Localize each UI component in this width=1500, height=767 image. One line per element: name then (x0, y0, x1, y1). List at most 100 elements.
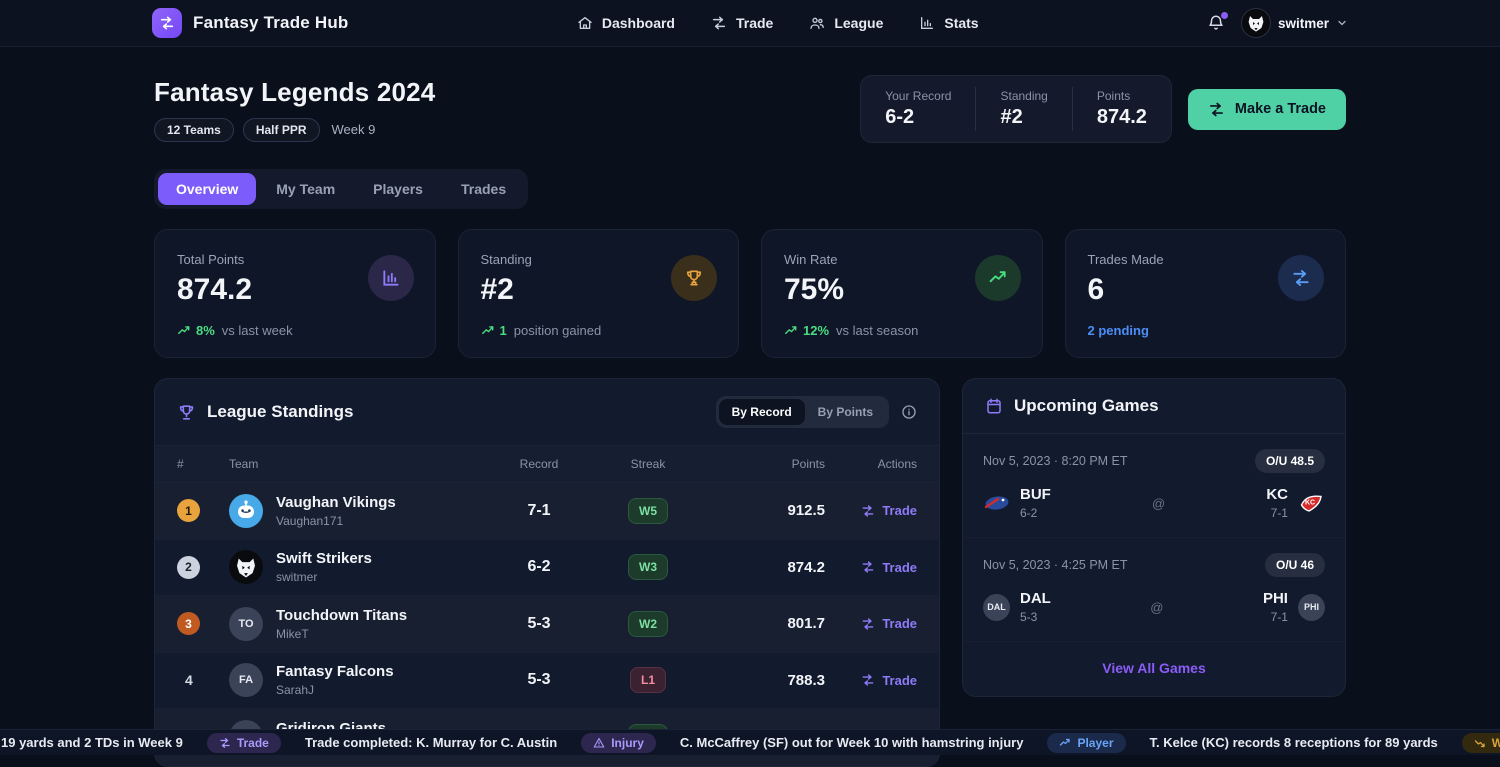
total-points-card: Total Points 874.2 8% vs last week (154, 229, 436, 358)
delta-up: 1 (481, 323, 507, 338)
swap-arrows-icon (152, 8, 182, 38)
trending-up-icon (785, 325, 797, 334)
toggle-by-record[interactable]: By Record (718, 399, 805, 425)
trending-up-icon (974, 255, 1021, 301)
trending-down-icon (1474, 739, 1485, 747)
cowboys-logo-icon: DAL (983, 593, 1010, 621)
page-title: Fantasy Legends 2024 (154, 76, 436, 107)
team-owner: Vaughan171 (276, 513, 344, 528)
tab-players[interactable]: Players (373, 181, 423, 197)
rank-badge: 2 (177, 555, 200, 579)
tab-my-team[interactable]: My Team (276, 181, 336, 197)
rank-badge: 3 (177, 612, 200, 636)
tab-trades[interactable]: Trades (460, 181, 507, 197)
initials-avatar: FA (229, 663, 263, 698)
wolf-mascot-icon (1242, 10, 1269, 36)
table-row[interactable]: 2 Swift Strikers switmer 6-2 W3 874.2 (155, 540, 939, 596)
team-name: Fantasy Falcons (276, 663, 394, 681)
wolf-mascot-avatar (229, 550, 263, 585)
username: switmer (1277, 15, 1329, 31)
league-header: Fantasy Legends 2024 12 Teams Half PPR W… (154, 77, 435, 142)
league-badges: 12 Teams Half PPR Week 9 (154, 117, 435, 142)
team-owner: switmer (276, 570, 318, 585)
streak-badge: W3 (628, 554, 668, 581)
svg-text:KC: KC (1305, 499, 1315, 506)
info-icon[interactable] (901, 404, 917, 420)
stat-cards: Total Points 874.2 8% vs last week Stand… (154, 229, 1346, 358)
notification-dot (1220, 11, 1228, 19)
streak-badge: W2 (628, 610, 668, 637)
teams-badge: 12 Teams (154, 117, 234, 142)
swap-arrows-icon (1209, 102, 1223, 116)
trade-action-link[interactable]: Trade (825, 560, 917, 575)
view-all-games-link[interactable]: View All Games (1102, 660, 1206, 676)
user-avatar (1240, 8, 1271, 38)
record-summary-card: Your Record 6-2 Standing #2 Points 874.2 (860, 75, 1172, 143)
swap-arrows-icon (712, 16, 726, 30)
scoring-badge: Half PPR (242, 117, 320, 142)
rank-badge: 1 (177, 499, 200, 523)
swap-arrows-icon (862, 505, 874, 517)
nav-dashboard[interactable]: Dashboard (577, 15, 675, 31)
home-team-abbr: PHI (1262, 590, 1288, 607)
trade-action-link[interactable]: Trade (825, 503, 917, 518)
user-menu[interactable]: switmer (1240, 8, 1348, 38)
waiver-badge: Waiver (1461, 732, 1500, 753)
home-team-record: 7-1 (1270, 506, 1288, 520)
swap-arrows-icon (1278, 255, 1324, 301)
at-symbol: @ (1150, 599, 1164, 615)
trophy-icon (177, 403, 196, 422)
swap-arrows-icon (862, 618, 874, 630)
top-bar: Fantasy Trade Hub Dashboard Trade League… (0, 0, 1500, 47)
people-icon (810, 17, 825, 29)
game-datetime: Nov 5, 2023 · 8:20 PM ET (983, 454, 1128, 468)
trending-up-icon (1060, 738, 1071, 746)
toggle-by-points[interactable]: By Points (817, 405, 873, 419)
calendar-icon (985, 397, 1003, 415)
trade-action-link[interactable]: Trade (825, 616, 917, 631)
team-name: Swift Strikers (276, 550, 372, 568)
trade-action-link[interactable]: Trade (825, 673, 917, 688)
trending-up-icon (178, 325, 190, 334)
notifications-button[interactable] (1207, 11, 1228, 32)
table-row[interactable]: 1 Vaughan Vikings Vaughan171 7-1 W5 912.… (155, 483, 939, 540)
nav-stats[interactable]: Stats (919, 15, 979, 31)
game-row[interactable]: Nov 5, 2023 · 8:20 PM ET O/U 48.5 BUF 6-… (963, 434, 1345, 538)
nav-trade[interactable]: Trade (711, 15, 773, 31)
home-team-abbr: KC (1266, 486, 1288, 503)
delta-up: 12% (784, 323, 829, 338)
trophy-icon (671, 255, 717, 301)
main-content: Fantasy Legends 2024 12 Teams Half PPR W… (154, 47, 1346, 767)
top-right-cluster: switmer (1207, 8, 1348, 38)
standing-card: Standing #2 1 position gained (457, 229, 739, 358)
pending-trades-link[interactable]: 2 pending (1087, 323, 1149, 338)
points-cell: Points 874.2 (1071, 87, 1171, 131)
brand[interactable]: Fantasy Trade Hub (152, 8, 349, 38)
standings-header-row: # Team Record Streak Points Actions (155, 445, 939, 483)
win-rate-card: Win Rate 75% 12% vs last season (761, 229, 1043, 358)
bills-logo-icon (983, 490, 1010, 517)
make-a-trade-button[interactable]: Make a Trade (1187, 88, 1346, 130)
tab-overview[interactable]: Overview (158, 173, 257, 205)
app-title: Fantasy Trade Hub (193, 13, 349, 32)
game-datetime: Nov 5, 2023 · 4:25 PM ET (983, 558, 1128, 572)
team-name: Vaughan Vikings (276, 493, 396, 511)
table-row[interactable]: 3 TO Touchdown Titans MikeT 5-3 W2 801.7… (155, 596, 939, 653)
hero-row: Fantasy Legends 2024 12 Teams Half PPR W… (154, 75, 1346, 143)
swap-arrows-icon (862, 674, 874, 686)
team-name: Touchdown Titans (276, 606, 408, 624)
home-team-record: 7-1 (1270, 610, 1288, 624)
delta-up: 8% (177, 323, 215, 338)
ticker-item: Trade completed: K. Murray for C. Austin (304, 735, 558, 750)
table-row[interactable]: 4 FA Fantasy Falcons SarahJ 5-3 L1 788.3… (155, 653, 939, 709)
streak-badge: L1 (629, 667, 666, 694)
at-symbol: @ (1151, 495, 1166, 511)
away-team-record: 6-2 (1020, 506, 1038, 520)
news-ticker[interactable]: 19 yards and 2 TDs in Week 9 Trade Trade… (0, 729, 1500, 755)
bar-chart-icon (367, 255, 414, 301)
record-value: 6-2 (885, 106, 915, 128)
game-row[interactable]: Nov 5, 2023 · 4:25 PM ET O/U 46 DAL DAL … (963, 538, 1345, 642)
standing-value: #2 (1000, 106, 1023, 128)
nav-league[interactable]: League (809, 15, 883, 31)
bell-icon (1209, 15, 1223, 30)
